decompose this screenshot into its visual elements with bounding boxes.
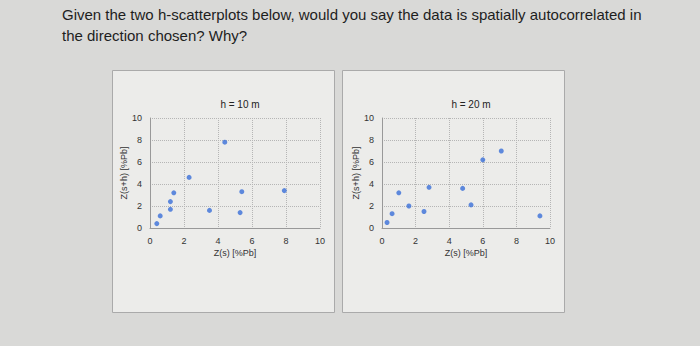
- svg-text:h = 10 m: h = 10 m: [220, 99, 259, 110]
- svg-text:2: 2: [137, 201, 142, 211]
- html-text:Given the two h-scatterplots b: Given the two h-scatterplots below, woul…: [62, 6, 642, 44]
- svg-text:4: 4: [215, 236, 220, 246]
- svg-text:8: 8: [283, 236, 288, 246]
- svg-text:2: 2: [413, 236, 418, 246]
- svg-text:8: 8: [137, 135, 142, 145]
- svg-text:8: 8: [369, 135, 374, 145]
- svg-text:h = 20 m: h = 20 m: [451, 99, 490, 110]
- svg-text:Z(s+h) [%Pb]: Z(s+h) [%Pb]: [119, 147, 129, 200]
- svg-text:2: 2: [181, 236, 186, 246]
- svg-text:10: 10: [132, 113, 142, 123]
- svg-text:6: 6: [137, 157, 142, 167]
- svg-text:0: 0: [369, 223, 374, 233]
- svg-text:10: 10: [545, 236, 555, 246]
- svg-text:10: 10: [364, 113, 374, 123]
- svg-text:8: 8: [514, 236, 519, 246]
- svg-text:Z(s) [%Pb]: Z(s) [%Pb]: [214, 248, 257, 258]
- svg-text:Z(s) [%Pb]: Z(s) [%Pb]: [445, 248, 488, 258]
- svg-text:6: 6: [369, 157, 374, 167]
- svg-text:0: 0: [379, 236, 384, 246]
- svg-text:Z(s+h) [%Pb]: Z(s+h) [%Pb]: [351, 147, 361, 200]
- svg-text:4: 4: [369, 179, 374, 189]
- svg-text:4: 4: [447, 236, 452, 246]
- svg-text:0: 0: [137, 223, 142, 233]
- svg-text:0: 0: [147, 236, 152, 246]
- svg-text:4: 4: [137, 179, 142, 189]
- svg-text:10: 10: [315, 236, 325, 246]
- svg-text:6: 6: [480, 236, 485, 246]
- svg-text:6: 6: [249, 236, 254, 246]
- svg-text:2: 2: [369, 201, 374, 211]
